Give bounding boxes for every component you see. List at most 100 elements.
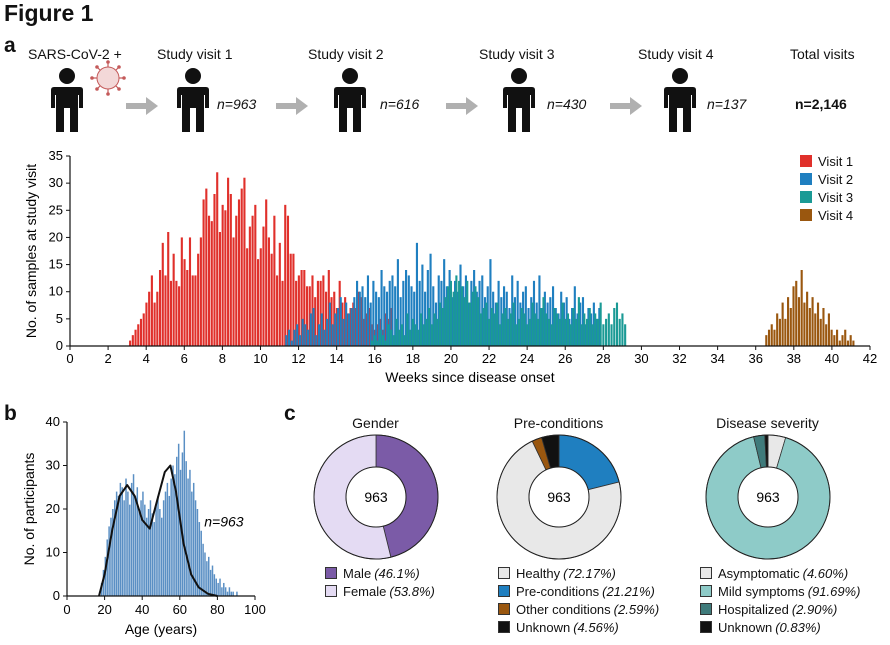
bar: [778, 318, 781, 346]
bar: [177, 443, 180, 596]
bar: [336, 308, 340, 346]
flow-visit-4-n: n=137: [707, 96, 747, 112]
bar: [483, 297, 487, 346]
bar: [849, 335, 852, 346]
x-tick-label: 0: [66, 351, 73, 366]
bar: [557, 313, 560, 346]
legend-item: Female (53.8%): [325, 582, 435, 600]
bar: [477, 297, 480, 346]
bar: [254, 204, 257, 346]
bar: [494, 302, 497, 346]
bar: [112, 509, 114, 596]
bar: [132, 474, 135, 596]
legend-label: Visit 1: [818, 153, 854, 169]
legend-item: Visit 3: [800, 188, 853, 206]
bar: [273, 215, 276, 346]
weeks-legend: Visit 1 Visit 2 Visit 3 Visit 4: [800, 152, 853, 224]
legend-item: Hospitalized (2.90%): [700, 600, 860, 618]
legend-item: Other conditions (2.59%): [498, 600, 659, 618]
x-tick-label: 100: [244, 602, 266, 617]
bar: [331, 324, 334, 346]
bar: [585, 318, 589, 346]
bar: [429, 253, 432, 346]
weeks-histogram: 0 2 4 6 8 10 12 14 16 18 20 22 24 26 28 30 32 34 36 38 40 420…: [23, 148, 877, 385]
bar: [127, 491, 129, 596]
y-tick-label: 20: [46, 501, 60, 516]
bar: [579, 302, 582, 346]
bar: [773, 329, 776, 346]
bar: [228, 587, 231, 596]
bar: [309, 313, 312, 346]
bar: [463, 297, 466, 346]
bar: [142, 491, 144, 596]
bar: [584, 324, 587, 346]
bar: [568, 318, 571, 346]
pie-charts: 963 963 963: [313, 434, 831, 560]
person-icon: [334, 68, 366, 132]
x-tick-label: 2: [104, 351, 111, 366]
bar: [765, 335, 768, 346]
bar: [795, 280, 798, 346]
bar: [137, 324, 140, 346]
bar: [624, 324, 627, 346]
bar: [104, 556, 107, 596]
bar: [328, 302, 331, 346]
bar: [322, 275, 325, 346]
flow-visit-4-label: Study visit 4: [638, 46, 714, 62]
flow-visit-2-n: n=616: [380, 96, 420, 112]
flow-visit-1-label: Study visit 1: [157, 46, 233, 62]
bar: [353, 297, 356, 346]
bar: [576, 313, 579, 346]
bar: [138, 509, 140, 596]
bar: [156, 291, 159, 346]
bar: [456, 291, 459, 346]
bar: [466, 280, 469, 346]
bar: [797, 297, 801, 346]
bar: [119, 482, 122, 596]
bar: [459, 264, 462, 346]
bar: [129, 504, 131, 596]
bar: [400, 324, 404, 346]
bar: [139, 318, 143, 346]
bar: [232, 591, 234, 596]
bar: [399, 297, 402, 346]
bar: [189, 469, 191, 596]
x-tick-label: 40: [135, 602, 149, 617]
bar: [317, 324, 321, 346]
bar: [229, 194, 232, 346]
bar: [219, 578, 221, 596]
bar: [808, 308, 811, 346]
legend-label: Female: [343, 583, 387, 599]
bar: [197, 253, 200, 346]
bar: [841, 335, 844, 346]
panel-letter-b: b: [4, 402, 17, 425]
bar: [558, 318, 561, 346]
bar: [232, 237, 235, 346]
bar: [339, 297, 342, 346]
x-tick-label: 8: [219, 351, 226, 366]
x-tick-label: 22: [482, 351, 496, 366]
x-tick-label: 26: [558, 351, 572, 366]
flow-start-label: SARS-CoV-2 +: [28, 46, 122, 62]
bar: [213, 574, 216, 596]
legend-label: Healthy: [516, 565, 561, 581]
bar: [202, 543, 204, 596]
bar: [418, 280, 421, 346]
bar: [224, 210, 227, 346]
bar: [424, 291, 427, 346]
bar: [524, 286, 527, 346]
bar: [421, 264, 424, 346]
bar: [102, 569, 105, 596]
bar: [492, 291, 495, 346]
bar: [534, 313, 537, 346]
bar: [789, 308, 792, 346]
pie-preconditions-title: Pre-conditions: [513, 415, 604, 431]
bar: [500, 297, 503, 346]
bar: [509, 313, 512, 346]
legend-label: Mild symptoms: [718, 583, 805, 599]
x-tick-label: 16: [368, 351, 382, 366]
bar: [350, 308, 353, 346]
bar: [390, 329, 393, 346]
bar: [270, 253, 273, 346]
